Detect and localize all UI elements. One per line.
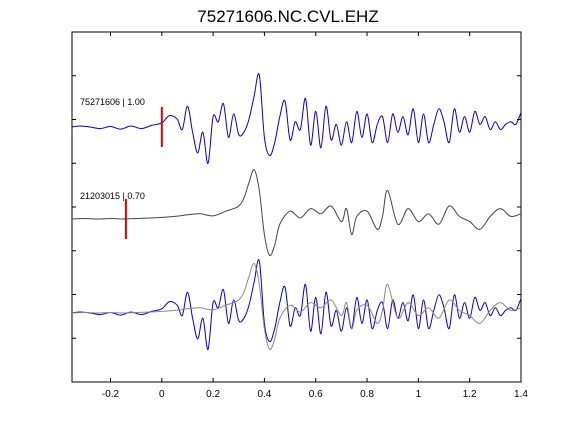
chart-title: 75271606.NC.CVL.EHZ [197, 7, 378, 26]
series-line-top [71, 73, 522, 164]
x-axis: -0.2 0 0.2 0.4 0.6 0.8 1 1.2 1.4 [102, 32, 528, 400]
x-tick-label: -0.2 [102, 389, 120, 400]
x-tick-label: 1.2 [463, 389, 477, 400]
x-tick-label: 1 [416, 389, 422, 400]
y-axis-ticks [72, 75, 521, 339]
x-tick-label: 0.6 [309, 389, 323, 400]
x-tick-label: 0 [159, 389, 165, 400]
plot-frame [71, 31, 522, 383]
x-tick-label: 0.2 [206, 389, 220, 400]
series-line-bottom [71, 259, 522, 350]
trace-label-top: 75271606 | 1.00 [80, 97, 145, 107]
pick-layer [124, 107, 163, 239]
x-tick-label: 0.4 [257, 389, 271, 400]
series-line-bottom [71, 263, 522, 351]
x-tick-label: 0.8 [360, 389, 374, 400]
trace-label-middle: 21203015 | 0.70 [80, 191, 145, 201]
series-line-middle [71, 169, 522, 257]
series-layer [71, 73, 522, 351]
x-tick-label: 1.4 [514, 389, 528, 400]
